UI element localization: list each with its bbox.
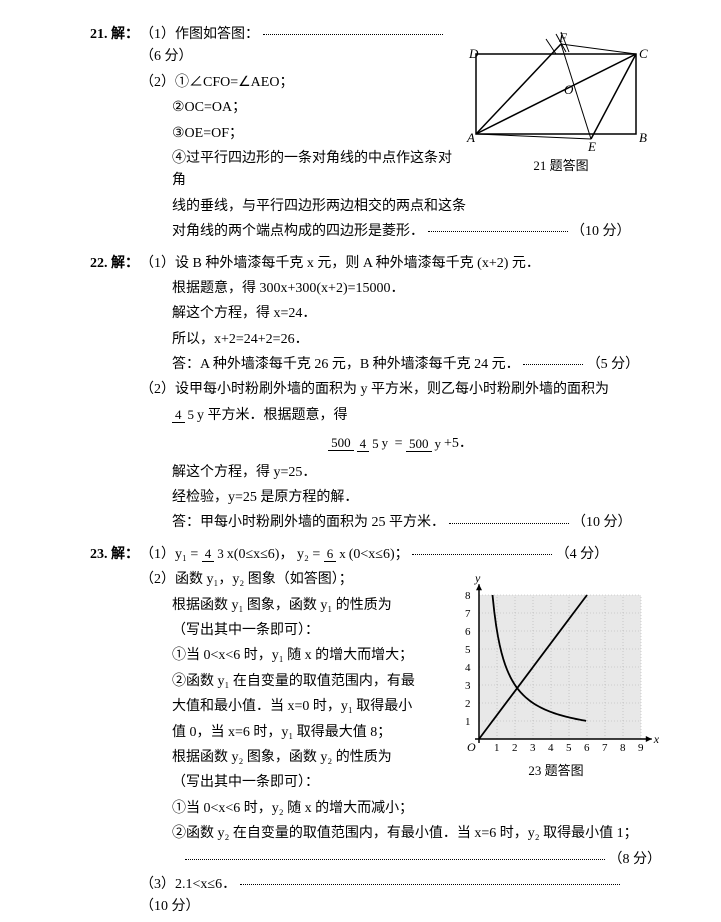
q23-p2-1: （2）函数 y₁，y₂ 图象（如答图）；	[140, 569, 661, 591]
q22-p2e: 答：甲每小时粉刷外墙的面积为 25 平方米． （10 分）	[140, 512, 661, 534]
q23-p2-2: 根据函数 y₁ 图象，函数 y₁ 的性质为	[140, 595, 661, 617]
q23-p2-5: ②函数 y₁ 在自变量的取值范围内，有最	[140, 671, 661, 693]
q23-p2-pts: （8 分）	[140, 849, 661, 871]
q21-line-4: ③OE=OF；	[140, 123, 661, 145]
q23-body: （1）y₁ = 43x(0≤x≤6)， y₂ = 6x(0<x≤6)； （4 分…	[140, 544, 661, 922]
q22-body: （1）设 B 种外墙漆每千克 x 元，则 A 种外墙漆每千克 (x+2) 元． …	[140, 253, 661, 538]
q23-number: 23. 解：	[90, 544, 140, 922]
question-22: 22. 解： （1）设 B 种外墙漆每千克 x 元，则 A 种外墙漆每千克 (x…	[90, 253, 661, 538]
q23-p1: （1）y₁ = 43x(0≤x≤6)， y₂ = 6x(0<x≤6)； （4 分…	[140, 544, 661, 566]
q23-p2-9: （写出其中一条即可）：	[140, 772, 661, 794]
q23-p2-8: 根据函数 y₂ 图象，函数 y₂ 的性质为	[140, 747, 661, 769]
q21-number: 21. 解：	[90, 24, 140, 247]
q22-number: 22. 解：	[90, 253, 140, 538]
q22-p1b: 根据题意，得 300x+300(x+2)=15000．	[140, 278, 661, 300]
q21-line-7: 对角线的两个端点构成的四边形是菱形． （10 分）	[140, 221, 661, 243]
question-23: 23. 解： （1）y₁ = 43x(0≤x≤6)， y₂ = 6x(0<x≤6…	[90, 544, 661, 922]
q23-p2-4: ①当 0<x<6 时，y₁ 随 x 的增大而增大；	[140, 645, 661, 667]
q21-body: D F C O A E B 21 题答图 （1）作图如答图： （6 分） （2）…	[140, 24, 661, 247]
q22-p2c: 解这个方程，得 y=25．	[140, 462, 661, 484]
q22-p2a: （2）设甲每小时粉刷外墙的面积为 y 平方米，则乙每小时粉刷外墙的面积为	[140, 379, 661, 401]
q22-p2d: 经检验，y=25 是原方程的解．	[140, 487, 661, 509]
q22-p1c: 解这个方程，得 x=24．	[140, 303, 661, 325]
question-21: 21. 解： D F C O A E B 21 题答图 （1）作图如答	[90, 24, 661, 247]
q21-line-6: 线的垂线，与平行四边形两边相交的两点和这条	[140, 196, 661, 218]
q23-p2-6: 大值和最小值．当 x=0 时，y₁ 取得最小	[140, 696, 661, 718]
q22-equation: 50045y = 500y+5．	[140, 433, 661, 455]
q23-p2-10: ①当 0<x<6 时，y₂ 随 x 的增大而减小；	[140, 798, 661, 820]
q22-p1d: 所以，x+2=24+2=26．	[140, 329, 661, 351]
q21-line-5: ④过平行四边形的一条对角线的中点作这条对角	[140, 148, 661, 193]
q23-p2-11: ②函数 y₂ 在自变量的取值范围内，有最小值．当 x=6 时，y₂ 取得最小值 …	[140, 823, 661, 845]
q21-line-3: ②OC=OA；	[140, 97, 661, 119]
q21-line-2: （2）①∠CFO=∠AEO；	[140, 72, 661, 94]
q21-line-1: （1）作图如答图： （6 分）	[140, 24, 661, 69]
q22-p1e: 答：A 种外墙漆每千克 26 元，B 种外墙漆每千克 24 元． （5 分）	[140, 354, 661, 376]
q23-p3: （3）2.1<x≤6． （10 分）	[140, 874, 661, 919]
q22-p2b: 45y 平方米．根据题意，得	[140, 405, 661, 427]
q22-p1a: （1）设 B 种外墙漆每千克 x 元，则 A 种外墙漆每千克 (x+2) 元．	[140, 253, 661, 275]
q23-p2-3: （写出其中一条即可）：	[140, 620, 661, 642]
q23-p2-7: 值 0，当 x=6 时，y₁ 取得最大值 8；	[140, 722, 661, 744]
